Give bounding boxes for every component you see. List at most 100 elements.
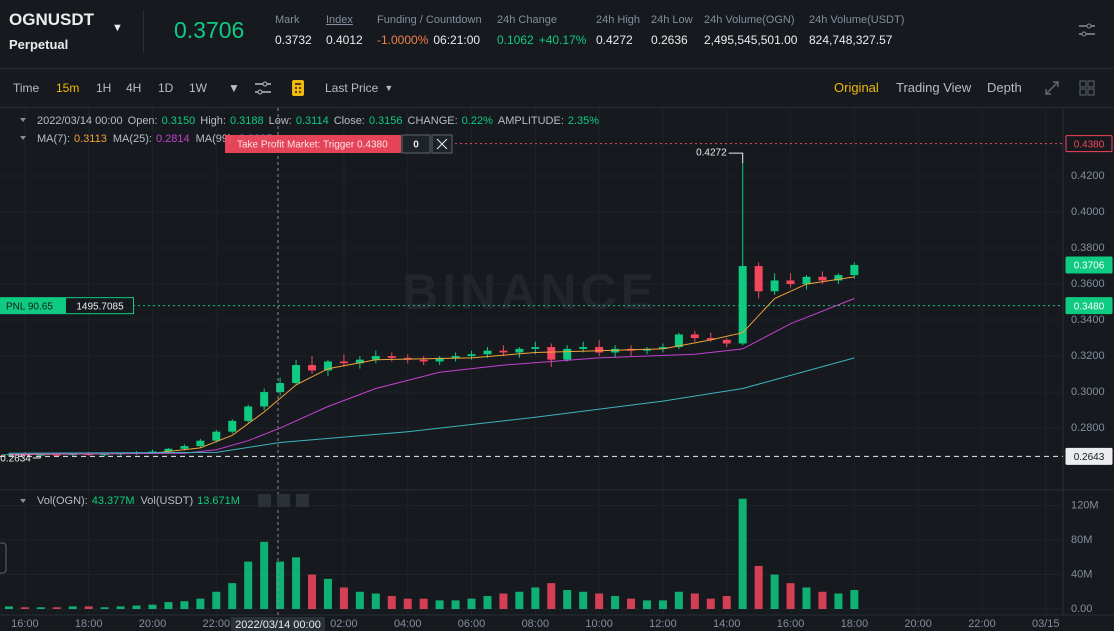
view-tab[interactable]: Trading View [896,80,972,95]
candle-body [515,348,524,353]
x-tick-label: 02:00 [330,618,358,630]
legend-label: MA(25): [113,133,152,145]
volume-bar [690,593,699,609]
legend-caret [20,136,26,140]
x-tick-label: 03/15 [1032,618,1060,630]
legend-caret [20,118,26,122]
stat-value: 0.1062 [497,33,534,47]
last-price: 0.3706 [174,17,245,43]
price-type[interactable]: Last Price [325,81,379,95]
more-intervals[interactable]: ▼ [228,81,240,95]
candle-body [483,350,492,355]
settings-icon[interactable] [1078,22,1096,38]
legend-icon [277,494,290,507]
high-label: 0.4272 [696,148,727,159]
legend-value: 0.3113 [74,133,107,145]
interval[interactable]: 15m [56,81,80,95]
stat-value: -1.0000% [377,33,429,47]
low-label: 0.2634 [0,454,31,465]
candle-body [339,361,348,364]
legend-icon [296,494,309,507]
volume-bar [642,600,651,609]
volume-bar [419,598,428,609]
stat-label: 24h Change [497,14,557,26]
candle-body [387,356,396,358]
legend-caret [20,499,26,503]
volume-bar [52,607,61,609]
volume-bar [579,591,588,609]
time-label: Time [13,81,40,95]
candle-body [834,275,843,281]
volume-bar [339,587,348,609]
candle-body [706,338,715,340]
volume-bar [435,600,444,609]
ma-line [8,298,855,455]
volume-bar [674,591,683,609]
legend-label: Open: [128,115,158,127]
legend-value: 0.3150 [162,115,196,127]
order-box [225,135,401,153]
volume-bar [451,600,460,609]
volume-bar [68,606,77,609]
x-tick-label: 12:00 [649,618,677,630]
volume-bar [116,606,125,609]
x-tick-label: 20:00 [904,618,932,630]
volume-bar [212,591,221,609]
volume-bar [228,583,237,609]
volume-bar [387,596,396,609]
volume-bar [260,541,269,609]
volume-bar [595,593,604,609]
icon [1079,23,1095,37]
x-tick-label: 18:00 [841,618,869,630]
volume-bar [547,583,556,609]
contract-type: Perpetual [9,37,69,52]
stat-label: 24h Low [651,14,693,26]
candle-body [451,356,460,358]
interval[interactable]: 1W [189,81,207,95]
legend-value: 13.671M [197,495,240,507]
volume-bar [4,606,13,609]
volume-bar [483,596,492,609]
volume-bar [84,606,93,609]
interval[interactable]: 4H [126,81,142,95]
stat-label: 24h High [596,14,641,26]
y-tick-label: 0.3600 [1071,278,1105,290]
price-tag-label: 0.2643 [1074,452,1105,463]
volume-bar [722,596,731,609]
volume-bar [563,590,572,609]
volume-bar [515,591,524,609]
y-tick-label: 0.3200 [1071,350,1105,362]
price-tag [1065,297,1113,315]
symbol-caret[interactable]: ▼ [112,22,123,34]
volume-tick-label: 80M [1071,534,1092,546]
candle-body [84,453,93,456]
x-tick-label: 10:00 [585,618,613,630]
interval[interactable]: 1H [96,81,112,95]
candle-body [595,347,604,353]
candle-body [180,446,189,449]
pnl-quantity-box [65,297,134,315]
y-tick-label: 0.4000 [1071,206,1105,218]
view-tab[interactable]: Original [834,80,879,95]
volume-bar [467,598,476,609]
symbol[interactable]: OGNUSDT [9,10,94,29]
stat-value: 0.2636 [651,33,688,47]
x-tick-label: 22:00 [968,618,996,630]
interval[interactable]: 1D [158,81,174,95]
legend-label: CHANGE: [408,115,458,127]
candle-body [148,451,157,453]
volume-bar [164,602,173,609]
x-tick-label: 20:00 [139,618,167,630]
candle-body [850,264,859,276]
volume-bar [100,607,109,609]
y-tick-label: 0.3800 [1071,242,1105,254]
price-type-caret[interactable]: ▼ [384,83,394,93]
legend-label: Vol(USDT) [141,495,194,507]
legend-label: Close: [334,115,365,127]
candle-body [579,347,588,349]
view-tab[interactable]: Depth [987,80,1022,95]
volume-bar [276,561,285,609]
divider [0,68,1114,69]
volume-bar [403,598,412,609]
